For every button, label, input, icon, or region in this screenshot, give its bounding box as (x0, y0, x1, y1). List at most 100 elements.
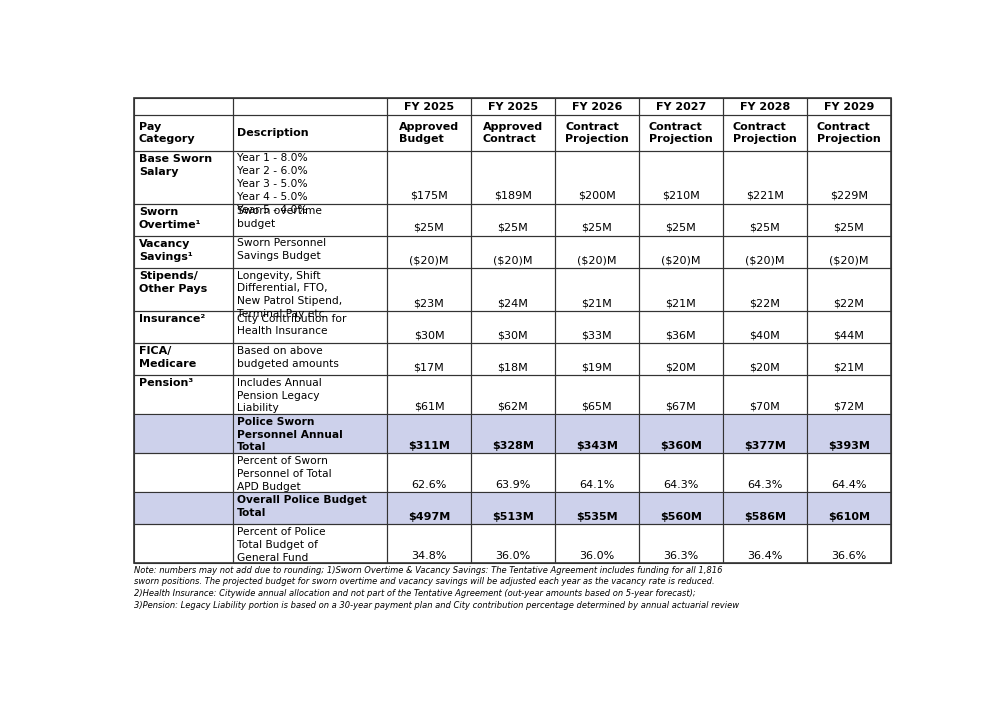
Bar (471, 150, 555, 203)
Bar (639, 268, 723, 311)
Text: Percent of Police
Total Budget of
General Fund: Percent of Police Total Budget of Genera… (237, 527, 325, 562)
Bar (723, 492, 807, 524)
Bar (134, 343, 233, 375)
Bar (723, 115, 807, 150)
Bar (134, 98, 233, 115)
Text: $200M: $200M (578, 191, 616, 201)
Bar (471, 268, 555, 311)
Bar (134, 268, 233, 311)
Bar (807, 492, 891, 524)
Bar (387, 375, 471, 414)
Bar (387, 311, 471, 343)
Bar (233, 115, 387, 150)
Text: 34.8%: 34.8% (411, 550, 447, 561)
Bar (723, 375, 807, 414)
Text: $343M: $343M (576, 441, 618, 451)
Bar (387, 150, 471, 203)
Bar (555, 375, 639, 414)
Bar (471, 98, 555, 115)
Bar (807, 98, 891, 115)
Text: Year 1 - 8.0%
Year 2 - 6.0%
Year 3 - 5.0%
Year 4 - 5.0%
Year 5 - 4.0%: Year 1 - 8.0% Year 2 - 6.0% Year 3 - 5.0… (237, 153, 307, 214)
Text: $21M: $21M (833, 363, 864, 373)
Text: Insurance²: Insurance² (139, 314, 205, 324)
Text: Contract
Projection: Contract Projection (649, 122, 713, 144)
Text: 36.0%: 36.0% (579, 550, 615, 561)
Bar (233, 375, 387, 414)
Text: ($20)M: ($20)M (745, 255, 785, 265)
Text: FICA/
Medicare: FICA/ Medicare (139, 347, 196, 369)
Text: Includes Annual
Pension Legacy
Liability: Includes Annual Pension Legacy Liability (237, 378, 321, 413)
Text: ($20)M: ($20)M (661, 255, 701, 265)
Bar (723, 524, 807, 563)
Text: $36M: $36M (666, 330, 696, 340)
Text: Contract
Projection: Contract Projection (565, 122, 629, 144)
Bar (387, 203, 471, 236)
Bar (723, 311, 807, 343)
Bar (387, 524, 471, 563)
Text: ($20)M: ($20)M (829, 255, 868, 265)
Bar (233, 524, 387, 563)
Text: $44M: $44M (833, 330, 864, 340)
Text: $328M: $328M (492, 441, 534, 451)
Text: Police Sworn
Personnel Annual
Total: Police Sworn Personnel Annual Total (237, 417, 342, 453)
Text: $25M: $25M (414, 223, 444, 233)
Text: $221M: $221M (746, 191, 784, 201)
Text: Vacancy
Savings¹: Vacancy Savings¹ (139, 239, 193, 262)
Text: FY 2025: FY 2025 (488, 101, 538, 112)
Text: $25M: $25M (749, 223, 780, 233)
Bar (639, 98, 723, 115)
Bar (387, 268, 471, 311)
Bar (471, 492, 555, 524)
Text: $610M: $610M (828, 512, 870, 522)
Bar (555, 343, 639, 375)
Text: $30M: $30M (414, 330, 444, 340)
Text: Overall Police Budget
Total: Overall Police Budget Total (237, 495, 366, 517)
Bar (723, 414, 807, 453)
Bar (639, 453, 723, 492)
Text: $586M: $586M (744, 512, 786, 522)
Bar (134, 203, 233, 236)
Text: $513M: $513M (492, 512, 534, 522)
Bar (134, 150, 233, 203)
Bar (639, 203, 723, 236)
Text: 64.1%: 64.1% (579, 479, 615, 489)
Text: Pension³: Pension³ (139, 378, 193, 388)
Text: $20M: $20M (665, 363, 696, 373)
Bar (134, 524, 233, 563)
Text: 64.3%: 64.3% (663, 479, 699, 489)
Text: Percent of Sworn
Personnel of Total
APD Budget: Percent of Sworn Personnel of Total APD … (237, 456, 331, 491)
Bar (233, 203, 387, 236)
Bar (134, 492, 233, 524)
Text: $65M: $65M (582, 401, 612, 411)
Bar (639, 115, 723, 150)
Text: $210M: $210M (662, 191, 700, 201)
Bar (387, 236, 471, 268)
Bar (134, 311, 233, 343)
Text: $40M: $40M (749, 330, 780, 340)
Text: Based on above
budgeted amounts: Based on above budgeted amounts (237, 346, 339, 368)
Bar (723, 98, 807, 115)
Bar (555, 98, 639, 115)
Text: $25M: $25M (833, 223, 864, 233)
Bar (555, 492, 639, 524)
Text: 64.4%: 64.4% (831, 479, 866, 489)
Text: $535M: $535M (576, 512, 618, 522)
Text: $25M: $25M (665, 223, 696, 233)
Text: $72M: $72M (833, 401, 864, 411)
Bar (233, 236, 387, 268)
Bar (471, 375, 555, 414)
Bar (807, 236, 891, 268)
Text: Longevity, Shift
Differential, FTO,
New Patrol Stipend,
Terminal Pay etc.: Longevity, Shift Differential, FTO, New … (237, 271, 342, 319)
Text: 36.3%: 36.3% (663, 550, 698, 561)
Text: $21M: $21M (665, 298, 696, 308)
Text: $25M: $25M (498, 223, 528, 233)
Text: Base Sworn
Salary: Base Sworn Salary (139, 154, 212, 176)
Text: $17M: $17M (414, 363, 444, 373)
Bar (807, 311, 891, 343)
Bar (807, 375, 891, 414)
Bar (723, 343, 807, 375)
Text: $25M: $25M (582, 223, 612, 233)
Bar (807, 268, 891, 311)
Text: $21M: $21M (582, 298, 612, 308)
Text: ($20)M: ($20)M (493, 255, 533, 265)
